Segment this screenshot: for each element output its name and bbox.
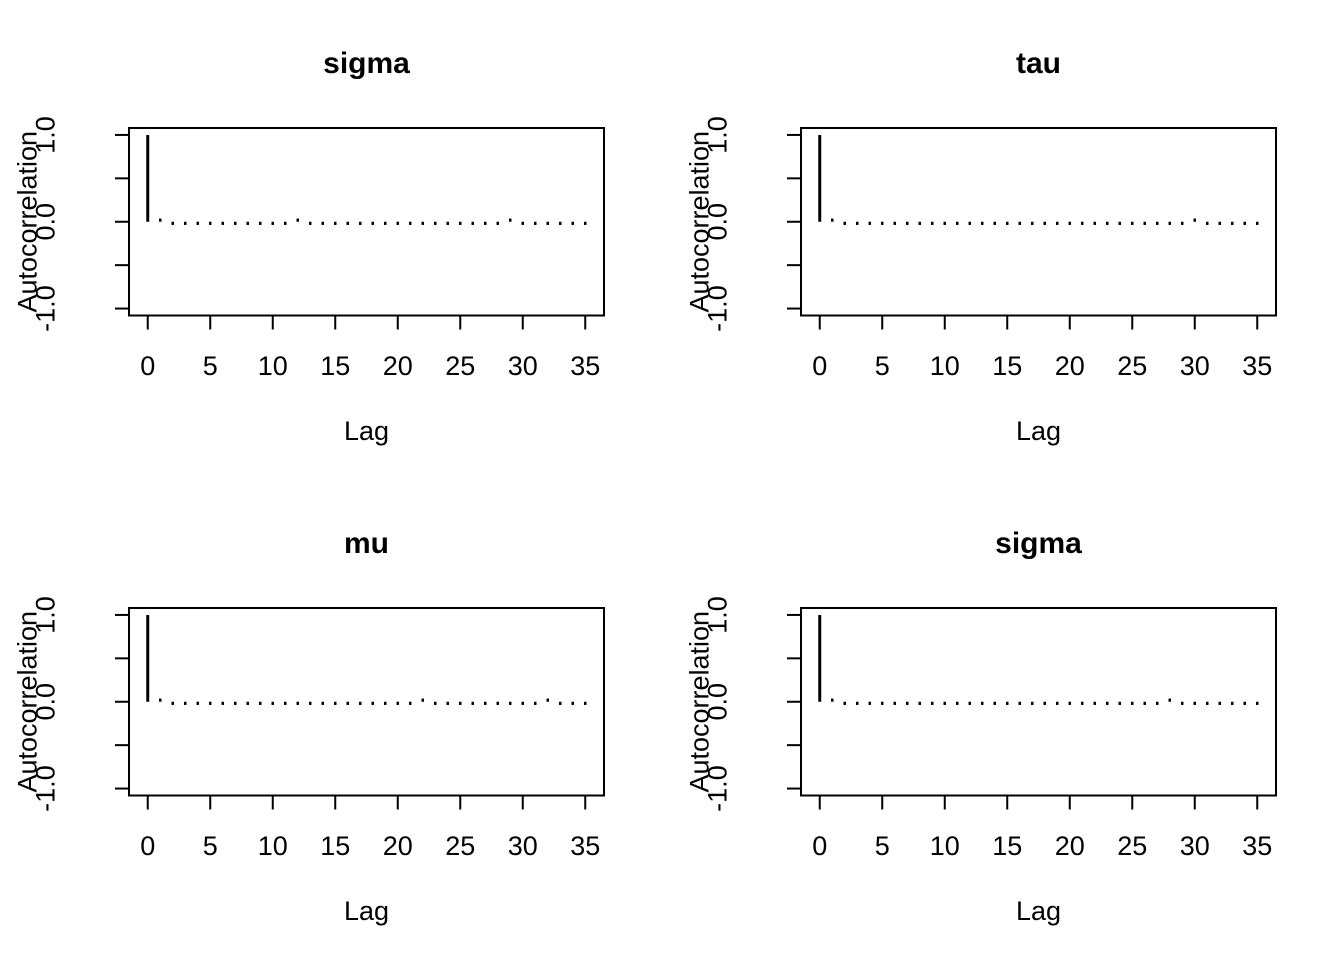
y-axis-label: Autocorrelation <box>684 611 714 793</box>
panel-title: sigma <box>995 527 1082 560</box>
x-tick-label: 20 <box>1055 831 1085 861</box>
y-tick-label: 0.0 <box>702 683 732 721</box>
acf-plot-3: 0 5 10 15 20 25 30 35 -1.0 0.0 1.0 mu Lag Autocorrela… <box>12 527 605 926</box>
acf-plot-2: 0 5 10 15 20 25 30 35 -1.0 0.0 1.0 tau Lag Autocorrel… <box>684 47 1277 446</box>
x-tick-label: 5 <box>203 831 218 861</box>
y-tick-label: 0.0 <box>702 203 732 241</box>
x-tick-label: 0 <box>812 351 827 381</box>
plot-box <box>128 127 605 317</box>
x-tick-label: 35 <box>1242 351 1272 381</box>
x-tick-label: 25 <box>445 351 475 381</box>
x-tick-label: 10 <box>930 351 960 381</box>
acf-panel-3: 0 5 10 15 20 25 30 35 -1.0 0.0 1.0 mu Lag Autocorrela… <box>0 480 672 960</box>
plot-box <box>800 127 1277 317</box>
y-tick-label: -1.0 <box>702 765 732 812</box>
y-axis-label: Autocorrelation <box>684 131 714 313</box>
x-tick-label: 25 <box>445 831 475 861</box>
x-tick-label: 15 <box>992 351 1022 381</box>
x-tick-label: 10 <box>258 831 288 861</box>
y-tick-label: 1.0 <box>702 116 732 154</box>
plot-box <box>128 607 605 797</box>
x-tick-label: 30 <box>1180 351 1210 381</box>
x-tick-label: 25 <box>1117 351 1147 381</box>
x-tick-label: 5 <box>875 351 890 381</box>
y-tick-label: -1.0 <box>702 285 732 332</box>
y-axis-label: Autocorrelation <box>12 131 42 313</box>
plot-box <box>800 607 1277 797</box>
y-tick-label: 0.0 <box>30 683 60 721</box>
y-tick-label: 1.0 <box>702 596 732 634</box>
y-tick-label: 0.0 <box>30 203 60 241</box>
x-tick-label: 0 <box>140 831 155 861</box>
y-tick-label: 1.0 <box>30 116 60 154</box>
panel-title: mu <box>344 527 389 560</box>
x-tick-label: 10 <box>258 351 288 381</box>
x-axis-label: Lag <box>344 416 389 446</box>
x-tick-label: 5 <box>875 831 890 861</box>
x-tick-label: 0 <box>812 831 827 861</box>
x-tick-label: 15 <box>320 351 350 381</box>
x-tick-label: 25 <box>1117 831 1147 861</box>
x-tick-label: 20 <box>1055 351 1085 381</box>
acf-plot-4: 0 5 10 15 20 25 30 35 -1.0 0.0 1.0 sigma Lag Autocorr… <box>684 527 1277 926</box>
x-tick-label: 35 <box>570 351 600 381</box>
y-axis-label: Autocorrelation <box>12 611 42 793</box>
x-tick-label: 15 <box>992 831 1022 861</box>
y-tick-label: -1.0 <box>30 765 60 812</box>
y-tick-label: 1.0 <box>30 596 60 634</box>
acf-panel-2: 0 5 10 15 20 25 30 35 -1.0 0.0 1.0 tau Lag Autocorrel… <box>672 0 1344 480</box>
x-tick-label: 35 <box>1242 831 1272 861</box>
x-axis-label: Lag <box>1016 416 1061 446</box>
x-tick-label: 35 <box>570 831 600 861</box>
x-tick-label: 30 <box>1180 831 1210 861</box>
x-tick-label: 30 <box>508 831 538 861</box>
acf-plot-1: 0 5 10 15 20 25 30 35 -1.0 0.0 1.0 sigma Lag Autocorr… <box>12 47 605 446</box>
x-tick-label: 20 <box>383 831 413 861</box>
panel-title: tau <box>1016 47 1061 80</box>
x-tick-label: 0 <box>140 351 155 381</box>
x-tick-label: 30 <box>508 351 538 381</box>
x-tick-label: 10 <box>930 831 960 861</box>
x-tick-label: 20 <box>383 351 413 381</box>
x-tick-label: 5 <box>203 351 218 381</box>
acf-panel-4: 0 5 10 15 20 25 30 35 -1.0 0.0 1.0 sigma Lag Autocorr… <box>672 480 1344 960</box>
x-axis-label: Lag <box>1016 896 1061 926</box>
y-tick-label: -1.0 <box>30 285 60 332</box>
panel-title: sigma <box>323 47 410 80</box>
x-axis-label: Lag <box>344 896 389 926</box>
x-tick-label: 15 <box>320 831 350 861</box>
acf-panel-1: 0 5 10 15 20 25 30 35 -1.0 0.0 1.0 sigma Lag Autocorr… <box>0 0 672 480</box>
